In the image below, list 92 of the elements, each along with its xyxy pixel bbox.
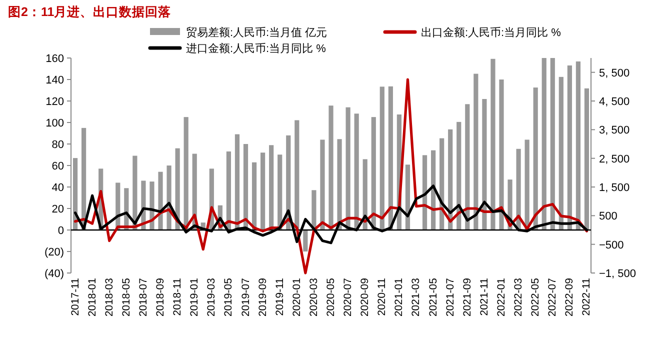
line-series bbox=[74, 184, 588, 244]
bar bbox=[567, 65, 572, 230]
bar bbox=[558, 76, 564, 230]
x-tick-label: 2020-03 bbox=[308, 278, 320, 317]
bar bbox=[260, 152, 266, 230]
x-tick-label: 2020-09 bbox=[359, 278, 372, 317]
bar bbox=[542, 58, 546, 230]
y-tick-label: 120 bbox=[46, 96, 64, 108]
x-tick-label: 2019-05 bbox=[222, 278, 235, 317]
x-tick-label: 2018-11 bbox=[172, 278, 184, 316]
bar bbox=[550, 58, 555, 230]
bar bbox=[278, 154, 282, 230]
x-tick-label: 2018-05 bbox=[120, 278, 132, 317]
bar bbox=[226, 151, 232, 230]
x-tick-label: 2020-01 bbox=[290, 278, 303, 317]
y2-tick-label: −1, 500 bbox=[599, 268, 636, 280]
bar bbox=[243, 144, 248, 230]
bar bbox=[184, 117, 188, 230]
bar bbox=[380, 86, 384, 230]
legend-label: 进口金额:人民币:当月同比 % bbox=[186, 42, 326, 55]
bar bbox=[405, 164, 410, 230]
y-tick-label: 80 bbox=[52, 139, 64, 151]
bar bbox=[576, 61, 581, 230]
bar bbox=[320, 140, 325, 230]
legend-label: 贸易差额:人民币:当月值 亿元 bbox=[186, 26, 328, 39]
bar bbox=[346, 107, 350, 230]
x-tick-label: 2021-01 bbox=[393, 278, 406, 317]
y2-tick-label: 5, 500 bbox=[599, 67, 630, 80]
y2-tick-label: 1, 500 bbox=[599, 182, 630, 194]
bar bbox=[584, 88, 590, 230]
x-tick-label: 2019-11 bbox=[274, 278, 286, 316]
bar bbox=[388, 86, 393, 230]
bar bbox=[524, 140, 530, 230]
x-tick-label: 2018-07 bbox=[137, 278, 150, 317]
x-tick-label: 2018-01 bbox=[86, 278, 98, 317]
x-tick-label: 2021-05 bbox=[427, 278, 440, 317]
bar bbox=[499, 80, 504, 230]
x-tick-label: 2019-03 bbox=[206, 278, 218, 317]
bar bbox=[328, 106, 334, 230]
bar bbox=[456, 122, 462, 230]
x-tick-label: 2021-11 bbox=[478, 278, 490, 316]
bar bbox=[158, 172, 163, 230]
bar bbox=[490, 58, 496, 230]
bar bbox=[252, 162, 257, 230]
x-tick-label: 2022-05 bbox=[530, 278, 542, 317]
bar bbox=[294, 120, 300, 230]
x-tick-label: 2022-01 bbox=[495, 278, 508, 317]
y-tick-label: (40) bbox=[44, 268, 64, 280]
y-tick-label: 0 bbox=[58, 225, 64, 237]
x-tick-label: 2021-03 bbox=[410, 278, 422, 317]
x-tick-label: 2021-07 bbox=[444, 278, 456, 317]
y-tick-label: 160 bbox=[46, 53, 64, 65]
bar bbox=[533, 88, 538, 230]
x-tick-label: 2019-07 bbox=[240, 278, 252, 317]
x-tick-label: 2020-07 bbox=[342, 278, 354, 317]
y-tick-label: 100 bbox=[46, 118, 64, 130]
bar bbox=[234, 134, 240, 230]
y2-tick-label: 4, 500 bbox=[599, 96, 630, 108]
y2-tick-label: −500 bbox=[599, 239, 624, 252]
x-tick-label: 2022-03 bbox=[512, 278, 525, 317]
x-tick-label: 2020-05 bbox=[325, 278, 337, 317]
bar bbox=[303, 230, 308, 252]
legend-label: 出口金额:人民币:当月同比 % bbox=[421, 26, 562, 39]
x-tick-label: 2020-11 bbox=[376, 278, 388, 316]
y2-tick-label: 2, 500 bbox=[599, 153, 630, 166]
y-tick-label: 20 bbox=[52, 204, 64, 216]
y-tick-label: (20) bbox=[44, 246, 64, 258]
bar bbox=[354, 114, 359, 230]
y-tick-label: 40 bbox=[52, 182, 64, 194]
bar bbox=[72, 158, 78, 230]
x-tick-label: 2022-09 bbox=[564, 278, 576, 317]
y-tick-label: 140 bbox=[46, 74, 64, 86]
x-tick-label: 2018-09 bbox=[154, 278, 167, 317]
y-tick-label: 60 bbox=[52, 160, 64, 172]
bar bbox=[337, 139, 342, 230]
bar bbox=[371, 117, 376, 230]
bar bbox=[474, 74, 478, 230]
x-tick-label: 2019-01 bbox=[188, 278, 201, 317]
x-tick-label: 2017-11 bbox=[69, 278, 82, 316]
chart-title: 图2：11月进、出口数据回落 bbox=[8, 5, 172, 19]
x-tick-label: 2019-09 bbox=[256, 278, 269, 317]
bar bbox=[312, 190, 316, 230]
y2-tick-label: 500 bbox=[599, 210, 618, 223]
bar bbox=[465, 104, 470, 230]
x-tick-label: 2021-09 bbox=[461, 278, 474, 317]
x-tick-label: 2022-11 bbox=[580, 278, 593, 316]
bar bbox=[269, 145, 274, 230]
x-tick-label: 2018-03 bbox=[103, 278, 116, 317]
bar bbox=[482, 98, 487, 230]
x-tick-label: 2022-07 bbox=[546, 278, 559, 317]
bar bbox=[516, 148, 521, 230]
y2-tick-label: 3, 500 bbox=[599, 124, 630, 137]
